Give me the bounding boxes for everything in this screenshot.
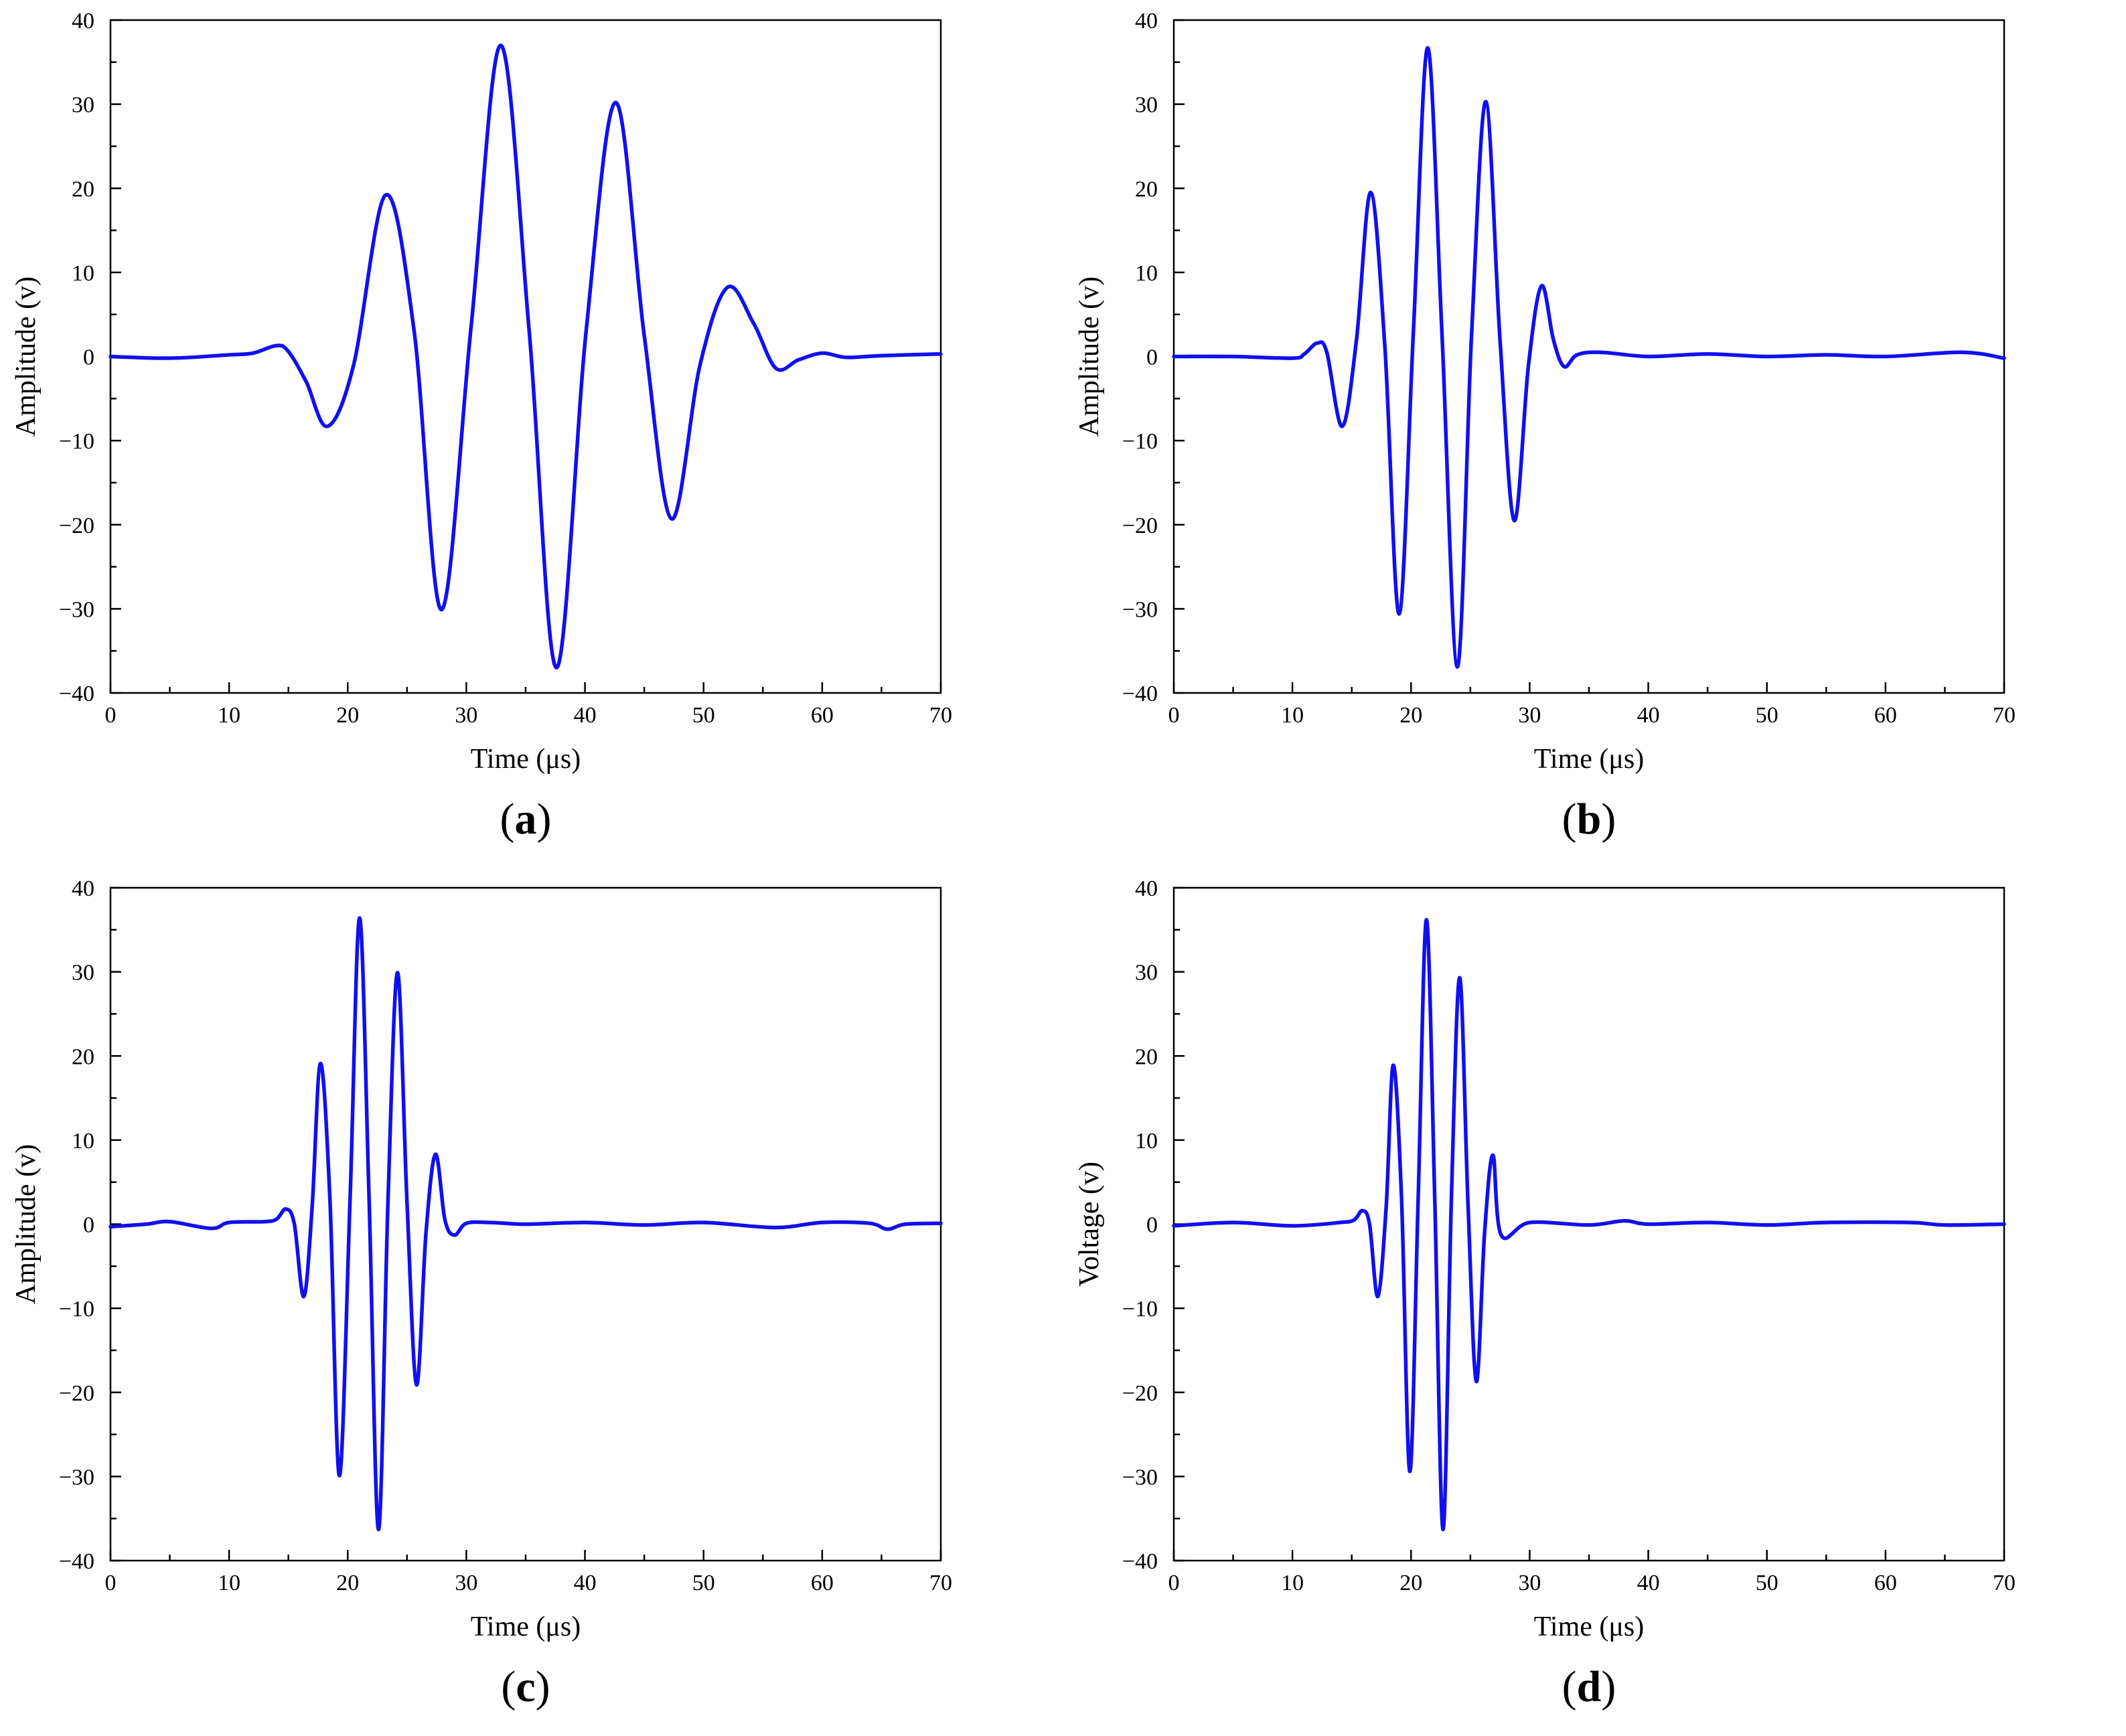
y-tick-label: 40 xyxy=(72,876,94,901)
panel-a: 0 10 20 30 40 50 60 70 −40 −30 −20 −10 0 10 20 30 40 Time… xyxy=(0,0,1063,868)
x-tick-label: 10 xyxy=(1281,1571,1304,1595)
x-tick-label: 10 xyxy=(1281,703,1304,728)
panel-c: 0 10 20 30 40 50 60 70 −40 −30 −20 −10 0 10 20 30 40 Time… xyxy=(0,868,1063,1735)
y-tick-label: 20 xyxy=(72,177,94,202)
y-axis-label: Amplitude (v) xyxy=(1074,277,1105,437)
chart-svg: 0 10 20 30 40 50 60 70 −40 −30 −20 −10 0 10 20 30 40 Time… xyxy=(11,876,952,1711)
y-tick-label: −20 xyxy=(59,514,94,538)
x-tick-label: 0 xyxy=(1168,703,1180,728)
y-tick-label: −30 xyxy=(59,597,94,622)
x-tick-label: 50 xyxy=(1756,1571,1778,1595)
y-tick-label: 40 xyxy=(1135,9,1158,33)
y-tick-label: −40 xyxy=(59,682,94,706)
y-tick-label: 30 xyxy=(1135,93,1158,118)
x-tick-label: 20 xyxy=(336,1571,359,1595)
x-tick-label: 40 xyxy=(1637,703,1660,728)
panel-caption: (a) xyxy=(500,795,552,844)
x-tick-label: 30 xyxy=(1518,1571,1541,1595)
y-tick-label: 30 xyxy=(72,93,94,118)
y-tick-label: 20 xyxy=(1135,177,1158,202)
x-tick-label: 30 xyxy=(1518,703,1541,728)
x-tick-label: 40 xyxy=(574,1571,597,1595)
y-tick-label: 10 xyxy=(1135,1129,1158,1154)
chart-svg: 0 10 20 30 40 50 60 70 −40 −30 −20 −10 0 10 20 30 40 Time… xyxy=(11,9,952,844)
x-tick-label: 10 xyxy=(218,1571,240,1595)
y-tick-label: 0 xyxy=(1146,1213,1158,1238)
y-tick-label: 0 xyxy=(83,1213,94,1238)
x-tick-label: 50 xyxy=(1756,703,1778,728)
chart-svg: 0 10 20 30 40 50 60 70 −40 −30 −20 −10 0 10 20 30 40 Time… xyxy=(1074,9,2016,844)
y-tick-label: −40 xyxy=(1122,1549,1158,1574)
y-tick-label: 10 xyxy=(72,1129,94,1154)
series-line xyxy=(1172,46,2006,669)
y-tick-label: 20 xyxy=(1135,1044,1158,1069)
y-axis-label: Amplitude (v) xyxy=(11,277,42,437)
y-tick-label: −30 xyxy=(1122,1465,1158,1490)
y-tick-label: −30 xyxy=(1122,597,1158,622)
y-axis-label: Voltage (v) xyxy=(1074,1162,1105,1287)
x-axis-label: Time (μs) xyxy=(1534,1611,1645,1642)
x-tick-label: 60 xyxy=(1874,703,1897,728)
panel-b: 0 10 20 30 40 50 60 70 −40 −30 −20 −10 0 10 20 30 40 Time… xyxy=(1063,0,2126,868)
x-axis-label: Time (μs) xyxy=(1534,744,1645,775)
x-tick-label: 40 xyxy=(1637,1571,1660,1595)
y-tick-label: 40 xyxy=(1135,876,1158,901)
y-tick-label: −20 xyxy=(59,1381,94,1406)
x-tick-label: 70 xyxy=(1993,703,2016,728)
y-tick-label: −10 xyxy=(59,429,94,454)
y-tick-label: 20 xyxy=(72,1044,94,1069)
x-tick-label: 60 xyxy=(811,703,834,728)
y-tick-label: 40 xyxy=(72,9,94,33)
series-line xyxy=(108,43,943,670)
x-tick-label: 0 xyxy=(1168,1571,1180,1595)
series-line xyxy=(1172,917,2006,1532)
plot-frame xyxy=(109,19,942,694)
x-tick-label: 40 xyxy=(574,703,597,728)
x-tick-label: 0 xyxy=(105,703,117,728)
x-tick-label: 60 xyxy=(811,1571,834,1595)
x-tick-label: 70 xyxy=(929,1571,952,1595)
y-tick-label: 0 xyxy=(83,345,94,370)
x-tick-label: 20 xyxy=(1399,1571,1422,1595)
y-tick-label: 10 xyxy=(72,261,94,286)
x-axis-label: Time (μs) xyxy=(471,744,581,775)
y-tick-label: −20 xyxy=(1122,514,1158,538)
y-axis-label: Amplitude (v) xyxy=(11,1144,42,1304)
series-line xyxy=(108,916,943,1532)
y-tick-label: −30 xyxy=(59,1465,94,1490)
x-tick-label: 70 xyxy=(1993,1571,2016,1595)
y-tick-label: 30 xyxy=(1135,961,1158,985)
x-tick-label: 30 xyxy=(455,703,477,728)
y-tick-label: −40 xyxy=(59,1549,94,1574)
y-tick-label: −10 xyxy=(1122,1297,1158,1322)
y-tick-label: −10 xyxy=(1122,429,1158,454)
panel-caption: (d) xyxy=(1562,1662,1616,1711)
chart-svg: 0 10 20 30 40 50 60 70 −40 −30 −20 −10 0 10 20 30 40 Time… xyxy=(1074,876,2016,1711)
x-tick-label: 50 xyxy=(692,1571,715,1595)
panel-caption: (b) xyxy=(1562,795,1616,844)
y-tick-label: −40 xyxy=(1122,682,1158,706)
x-tick-label: 70 xyxy=(929,703,952,728)
x-axis-label: Time (μs) xyxy=(471,1611,581,1642)
panel-d: 0 10 20 30 40 50 60 70 −40 −30 −20 −10 0 10 20 30 40 Time… xyxy=(1063,868,2126,1735)
y-tick-label: 10 xyxy=(1135,261,1158,286)
x-tick-label: 20 xyxy=(336,703,359,728)
panel-caption: (c) xyxy=(501,1662,550,1711)
y-tick-label: 0 xyxy=(1146,345,1158,370)
x-tick-label: 10 xyxy=(218,703,240,728)
x-tick-label: 0 xyxy=(105,1571,117,1595)
y-tick-label: −20 xyxy=(1122,1381,1158,1406)
x-tick-label: 50 xyxy=(692,703,715,728)
x-tick-label: 60 xyxy=(1874,1571,1897,1595)
y-tick-label: −10 xyxy=(59,1297,94,1322)
y-tick-label: 30 xyxy=(72,961,94,985)
x-tick-label: 20 xyxy=(1399,703,1422,728)
x-tick-label: 30 xyxy=(455,1571,477,1595)
